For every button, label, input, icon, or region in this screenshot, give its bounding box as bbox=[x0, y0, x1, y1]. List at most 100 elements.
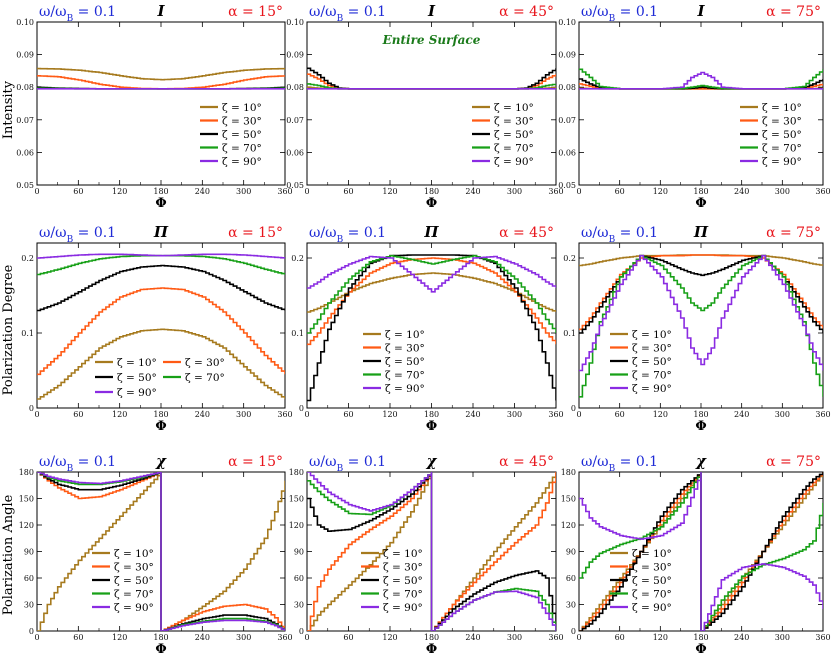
legend-label: ζ = 30° bbox=[222, 116, 262, 128]
y-tick-label: 180 bbox=[561, 468, 576, 477]
legend-label: ζ = 10° bbox=[385, 329, 425, 341]
legend-label: ζ = 70° bbox=[632, 589, 672, 601]
x-tick-label: 60 bbox=[343, 633, 353, 642]
series-line-zeta-90 bbox=[579, 472, 823, 631]
legend: ζ = 10° ζ = 30°ζ = 50° ζ = 70°ζ = 90° bbox=[361, 548, 423, 614]
y-tick-label: 0 bbox=[299, 627, 304, 636]
legend-label: ζ = 70° bbox=[383, 589, 423, 601]
x-tick-label: 0 bbox=[304, 187, 309, 196]
x-tick-label: 300 bbox=[236, 410, 251, 419]
x-tick-label: 180 bbox=[424, 187, 439, 196]
x-axis-label: Φ bbox=[695, 419, 706, 434]
header-quantity: χ bbox=[695, 452, 707, 470]
x-axis-label: Φ bbox=[695, 196, 706, 211]
x-tick-label: 120 bbox=[653, 410, 668, 419]
header-alpha: α = 45° bbox=[499, 4, 554, 20]
legend-label: ζ = 90° bbox=[494, 156, 534, 168]
x-tick-label: 240 bbox=[734, 187, 749, 196]
y-tick-label: 0.05 bbox=[16, 181, 34, 190]
panel-9: ω/ωB = 0.1 χ α = 75° 0 60 120 180 240 300 360 Φ 0 30… bbox=[561, 452, 831, 657]
y-tick-label: 180 bbox=[289, 468, 304, 477]
legend: ζ = 10° ζ = 30°ζ = 50° ζ = 70°ζ = 90° bbox=[200, 102, 262, 168]
header-alpha: α = 75° bbox=[766, 454, 821, 470]
series-line-zeta-90 bbox=[579, 254, 823, 372]
x-tick-label: 240 bbox=[465, 633, 480, 642]
legend-label: ζ = 10° bbox=[762, 102, 802, 114]
header-omega: ω/ωB = 0.1 bbox=[309, 454, 386, 474]
series-line-zeta-30 bbox=[307, 73, 556, 90]
legend-label: ζ = 90° bbox=[632, 602, 672, 614]
x-axis-label: Φ bbox=[695, 642, 706, 657]
x-tick-label: 360 bbox=[277, 187, 292, 196]
y-tick-label: 60 bbox=[24, 574, 34, 583]
x-axis-label: Φ bbox=[426, 642, 437, 657]
series-group bbox=[579, 68, 823, 90]
legend-label: ζ = 10° bbox=[632, 329, 672, 341]
legend-label: ζ = 10° bbox=[114, 548, 154, 560]
header-omega: ω/ωB = 0.1 bbox=[581, 454, 658, 474]
y-tick-label: 0.1 bbox=[291, 329, 304, 338]
series-group bbox=[307, 472, 556, 631]
legend-label: ζ = 10° bbox=[383, 548, 423, 560]
y-tick-label: 0.08 bbox=[558, 83, 576, 92]
legend: ζ = 10° ζ = 30°ζ = 50° ζ = 70°ζ = 90° bbox=[610, 329, 672, 395]
legend: ζ = 10° ζ = 30°ζ = 50° ζ = 70°ζ = 90° bbox=[610, 548, 672, 614]
row-label-intensity: Intensity bbox=[1, 80, 16, 139]
legend-label: ζ = 10° bbox=[222, 102, 262, 114]
panel-8: ω/ωB = 0.1 χ α = 45° 0 60 120 180 240 300 360 Φ 0 30… bbox=[289, 452, 564, 657]
y-tick-label: 0.07 bbox=[16, 116, 34, 125]
x-tick-label: 180 bbox=[693, 410, 708, 419]
legend-label: ζ = 90° bbox=[117, 387, 157, 399]
legend-label: ζ = 30° bbox=[494, 116, 534, 128]
series-line-zeta-70 bbox=[579, 254, 823, 398]
y-tick-label: 0.06 bbox=[16, 148, 34, 157]
legend-label: ζ = 50° bbox=[114, 575, 154, 587]
y-tick-label: 60 bbox=[294, 574, 304, 583]
x-tick-label: 180 bbox=[693, 187, 708, 196]
y-tick-label: 120 bbox=[289, 521, 304, 530]
x-tick-label: 0 bbox=[34, 410, 39, 419]
y-tick-label: 90 bbox=[566, 548, 576, 557]
legend-label: ζ = 50° bbox=[632, 575, 672, 587]
x-axis-label: Φ bbox=[155, 642, 166, 657]
header-quantity: Π bbox=[423, 223, 439, 241]
y-tick-label: 60 bbox=[566, 574, 576, 583]
header-alpha: α = 45° bbox=[499, 225, 554, 241]
series-group bbox=[307, 67, 556, 90]
x-tick-label: 240 bbox=[465, 187, 480, 196]
legend-label: ζ = 70° bbox=[185, 372, 225, 384]
series-group bbox=[37, 67, 285, 90]
x-axis-label: Φ bbox=[426, 419, 437, 434]
legend-label: ζ = 30° bbox=[762, 116, 802, 128]
x-tick-label: 360 bbox=[815, 633, 830, 642]
plot-frame bbox=[578, 242, 824, 409]
y-tick-label: 120 bbox=[19, 521, 34, 530]
series-group bbox=[37, 472, 285, 631]
y-tick-label: 0.06 bbox=[286, 148, 304, 157]
y-tick-label: 0 bbox=[29, 404, 34, 413]
series-line-zeta-70 bbox=[307, 254, 556, 334]
series-line-zeta-50 bbox=[307, 254, 556, 402]
x-tick-label: 180 bbox=[153, 633, 168, 642]
header-alpha: α = 75° bbox=[766, 4, 821, 20]
y-tick-label: 0.1 bbox=[563, 329, 576, 338]
legend-label: ζ = 50° bbox=[494, 129, 534, 141]
y-tick-label: 0.08 bbox=[286, 83, 304, 92]
x-tick-label: 0 bbox=[34, 187, 39, 196]
x-tick-label: 300 bbox=[236, 633, 251, 642]
legend-label: ζ = 50° bbox=[383, 575, 423, 587]
legend: ζ = 10° ζ = 30°ζ = 50° ζ = 70°ζ = 90° bbox=[472, 102, 534, 168]
x-axis-label: Φ bbox=[155, 419, 166, 434]
y-tick-label: 30 bbox=[294, 601, 304, 610]
header-quantity: Π bbox=[693, 223, 709, 241]
x-tick-label: 0 bbox=[304, 633, 309, 642]
legend-label: ζ = 30° bbox=[383, 562, 423, 574]
header-quantity: χ bbox=[426, 452, 438, 470]
y-tick-label: 120 bbox=[561, 521, 576, 530]
x-tick-label: 0 bbox=[304, 410, 309, 419]
x-tick-label: 60 bbox=[343, 187, 353, 196]
